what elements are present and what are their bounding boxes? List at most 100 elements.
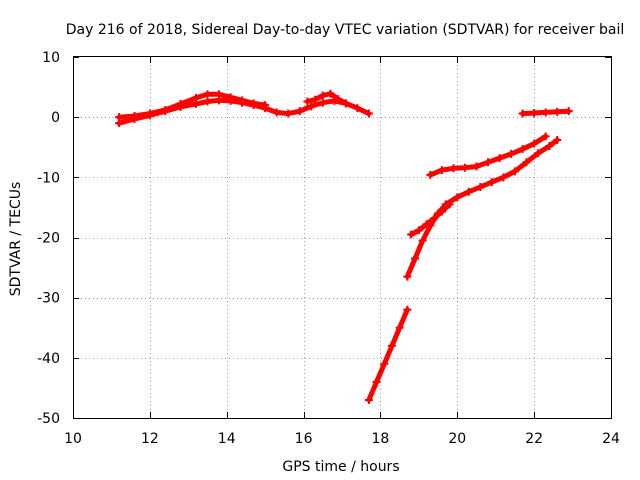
x-tick-label: 12: [141, 431, 159, 447]
data-point: [445, 200, 454, 209]
y-tick-label: -50: [37, 411, 60, 427]
data-point: [318, 91, 327, 100]
y-tick-label: -30: [37, 291, 60, 307]
data-point: [334, 95, 343, 104]
data-point: [318, 98, 327, 107]
data-point: [341, 99, 350, 108]
data-point: [364, 395, 373, 404]
data-point: [307, 102, 316, 111]
data-point: [522, 158, 531, 167]
series-track-c: [303, 89, 350, 108]
data-point: [484, 158, 493, 167]
data-point: [403, 272, 412, 281]
x-tick-label: 22: [525, 431, 543, 447]
data-point: [553, 107, 562, 116]
data-point: [530, 139, 539, 148]
series-track-h: [518, 107, 573, 118]
data-point: [464, 187, 473, 196]
data-point: [437, 166, 446, 175]
data-point: [453, 193, 462, 202]
grid-lines: [73, 57, 611, 418]
data-point: [422, 220, 431, 229]
data-point: [372, 377, 381, 386]
data-point: [426, 170, 435, 179]
data-point: [411, 254, 420, 263]
data-point: [249, 101, 258, 110]
data-point: [553, 136, 562, 145]
data-point: [437, 207, 446, 216]
x-tick-labels: 10 12 14 16 18 20 22 24: [64, 431, 620, 447]
data-point: [395, 323, 404, 332]
data-point: [510, 167, 519, 176]
data-point: [518, 145, 527, 154]
data-point: [115, 119, 124, 128]
data-point: [130, 114, 139, 123]
series-track-d: [364, 305, 412, 404]
data-point: [460, 163, 469, 172]
x-tick-label: 24: [602, 431, 620, 447]
data-point: [380, 359, 389, 368]
y-tick-label: -20: [37, 231, 60, 247]
data-point: [326, 89, 335, 98]
data-point: [541, 108, 550, 117]
data-point: [541, 132, 550, 141]
x-tick-label: 20: [448, 431, 466, 447]
data-point: [418, 236, 427, 245]
data-point: [353, 104, 362, 113]
data-point: [533, 149, 542, 158]
data-point: [176, 102, 185, 111]
data-point: [564, 107, 573, 116]
data-point: [472, 162, 481, 171]
data-point: [295, 107, 304, 116]
axis-ticks: [73, 57, 612, 419]
data-point: [530, 108, 539, 117]
data-point: [261, 104, 270, 113]
y-tick-label: -40: [37, 351, 60, 367]
plot-frame: [73, 56, 612, 419]
data-point: [272, 108, 281, 117]
data-point: [518, 109, 527, 118]
data-point: [545, 142, 554, 151]
x-tick-label: 16: [295, 431, 313, 447]
series-line: [366, 307, 410, 403]
y-tick-label: -10: [37, 170, 60, 186]
data-point: [387, 341, 396, 350]
chart-title: Day 216 of 2018, Sidereal Day-to-day VTE…: [66, 22, 624, 38]
y-tick-label: 10: [42, 50, 60, 66]
data-point: [303, 97, 312, 106]
x-tick-label: 14: [218, 431, 236, 447]
data-point: [499, 173, 508, 182]
x-tick-label: 10: [64, 431, 82, 447]
data-point: [476, 182, 485, 191]
data-point: [161, 107, 170, 116]
data-point: [238, 98, 247, 107]
data-point: [145, 111, 154, 120]
data-point: [364, 109, 373, 118]
data-point: [403, 305, 412, 314]
y-tick-labels: -50 -40 -30 -20 -10 0 10: [37, 50, 60, 427]
data-series: [115, 89, 573, 404]
data-point: [191, 99, 200, 108]
data-point: [414, 226, 423, 235]
data-point: [430, 214, 439, 223]
data-point: [507, 149, 516, 158]
y-tick-label: 0: [51, 110, 60, 126]
data-point: [449, 164, 458, 173]
data-point: [226, 96, 235, 105]
series-track-b: [115, 96, 373, 128]
data-point: [215, 96, 224, 105]
series-track-f: [407, 200, 454, 239]
data-point: [203, 97, 212, 106]
data-point: [284, 109, 293, 118]
data-point: [311, 95, 320, 104]
series-track-g: [426, 132, 550, 179]
data-point: [203, 90, 212, 99]
x-tick-label: 18: [372, 431, 390, 447]
x-axis-title: GPS time / hours: [282, 459, 399, 475]
data-point: [407, 230, 416, 239]
data-point: [495, 154, 504, 163]
series-line: [404, 137, 560, 280]
data-point: [487, 178, 496, 187]
